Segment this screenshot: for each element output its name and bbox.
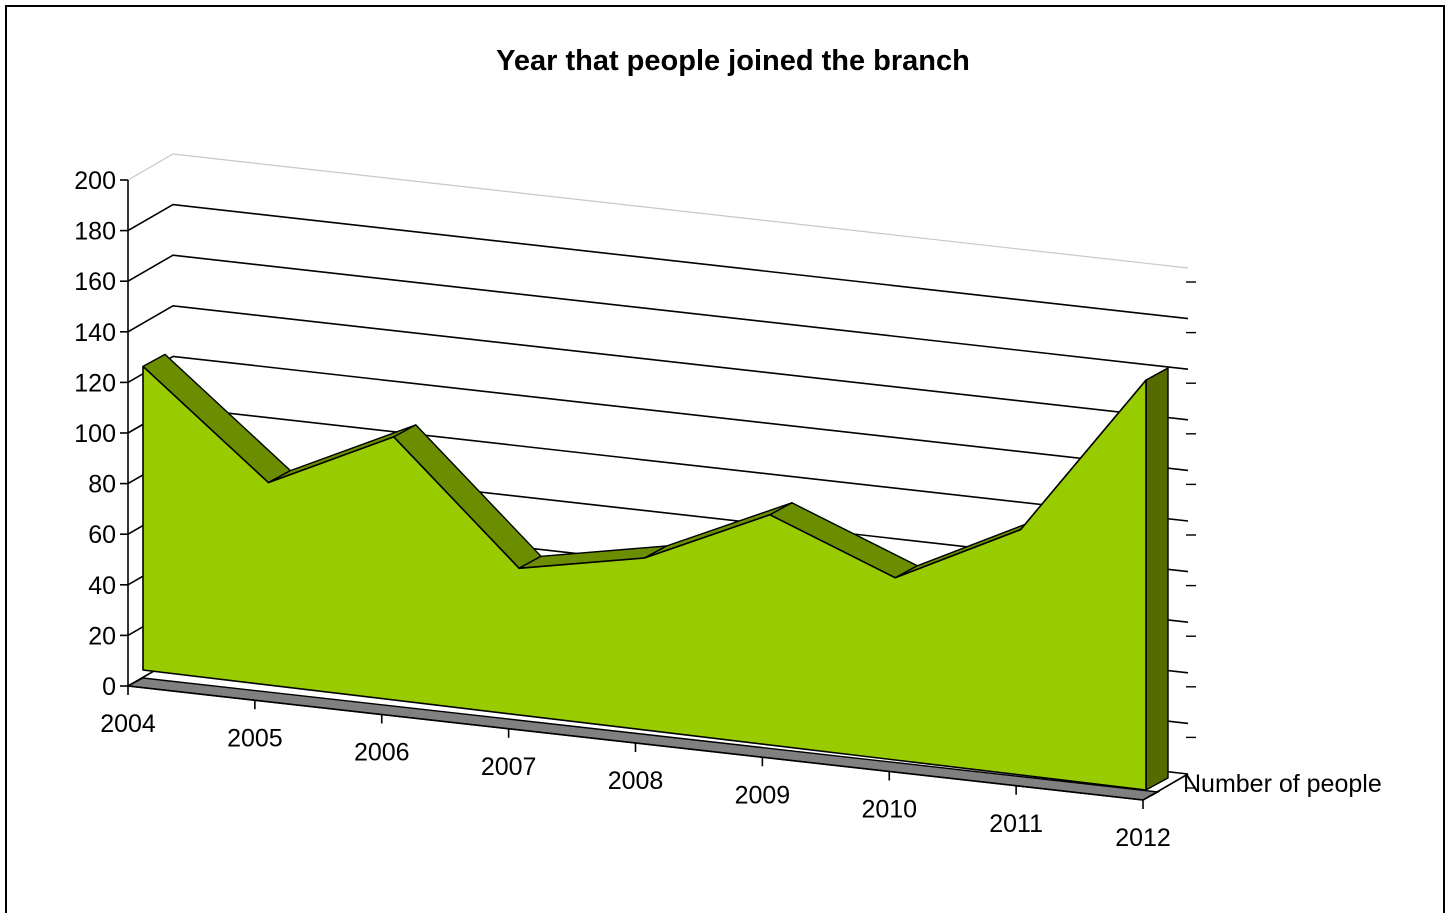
y-tick-label: 40 [88,572,116,600]
area-side-face [1146,368,1168,790]
series-label: Number of people [1183,770,1382,798]
x-tick-label: 2006 [354,739,410,767]
x-tick-label: 2011 [989,810,1043,838]
y-tick-label: 180 [74,218,116,246]
y-tick-label: 140 [74,319,116,347]
x-tick-label: 2008 [608,767,664,795]
y-tick-label: 120 [74,369,116,397]
x-tick-label: 2005 [227,724,283,752]
x-tick-label: 2007 [481,753,537,781]
y-tick-label: 100 [74,420,116,448]
y-tick-label: 200 [74,167,116,195]
x-tick-label: 2010 [861,796,917,824]
y-tick-label: 160 [74,268,116,296]
y-tick-label: 0 [102,673,116,701]
y-tick-label: 20 [88,622,116,650]
chart-title: Year that people joined the branch [496,45,970,77]
y-tick-label: 80 [88,471,116,499]
y-tick-label: 60 [88,521,116,549]
x-tick-label: 2009 [735,781,791,809]
x-tick-label: 2004 [100,710,156,738]
x-tick-label: 2012 [1115,824,1171,852]
